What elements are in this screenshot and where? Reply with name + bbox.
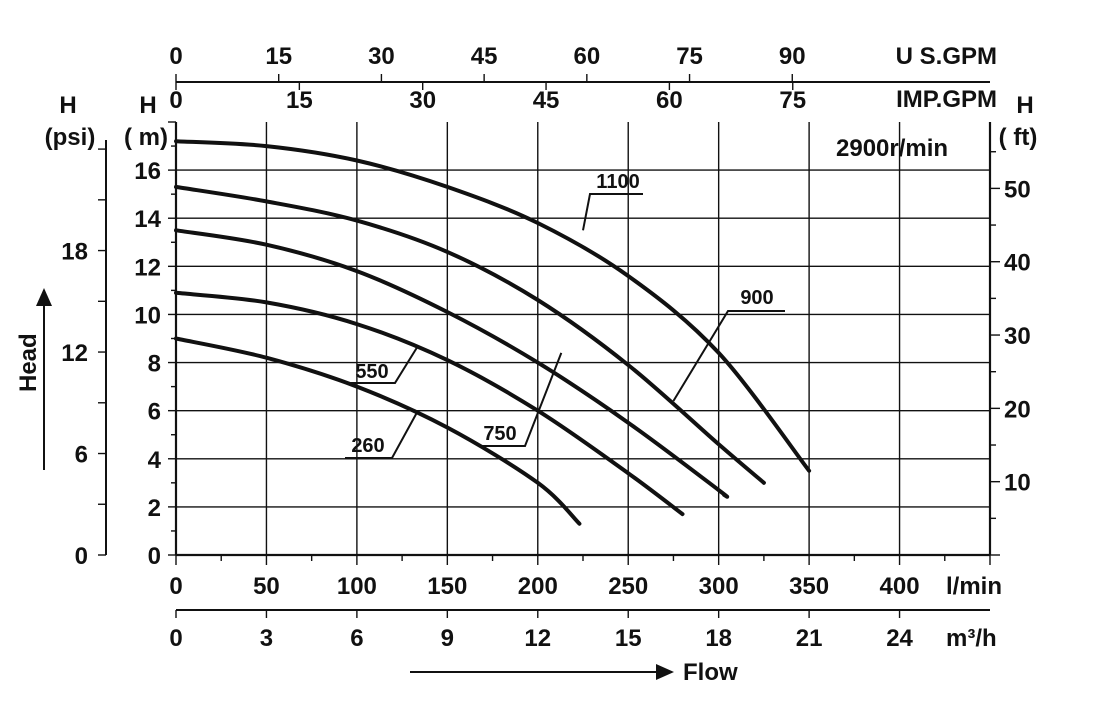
lmin-tick-label: 400 <box>880 573 920 600</box>
m-tick-label: 0 <box>148 543 161 570</box>
leader-line-260 <box>345 412 418 459</box>
m-tick-label: 2 <box>148 495 161 522</box>
leader-line-750 <box>478 352 563 447</box>
us-gpm-tick-label: 45 <box>471 43 498 70</box>
lmin-tick-label: 50 <box>253 573 280 600</box>
ft-tick-label: 10 <box>1004 470 1031 497</box>
m3h-tick-label: 21 <box>796 625 823 652</box>
lmin-tick-label: 200 <box>518 573 558 600</box>
m3h-tick-label: 9 <box>441 625 454 652</box>
leader-line-550 <box>350 347 418 384</box>
imp-gpm-tick-label: 75 <box>779 87 806 114</box>
imp-gpm-tick-label: 60 <box>656 87 683 114</box>
m3h-tick-label: 24 <box>886 625 913 652</box>
plot-frame <box>174 122 992 557</box>
flow-caption: Flow <box>683 659 738 686</box>
axis-ticks <box>168 121 991 565</box>
head-caption: Head <box>15 333 42 392</box>
lmin-tick-label: 150 <box>427 573 467 600</box>
us-gpm-tick-label: 75 <box>676 43 703 70</box>
m3h-tick-label: 6 <box>350 625 363 652</box>
leader-line-900 <box>672 310 785 402</box>
us-gpm-unit: U S.GPM <box>896 43 997 70</box>
m3h-unit: m³/h <box>946 625 997 652</box>
lmin-tick-label: 350 <box>789 573 829 600</box>
series-label-260: 260 <box>351 435 384 457</box>
m-tick-labels: 0 2 4 6 8 10 12 14 16 <box>134 158 161 570</box>
series-label-750: 750 <box>483 423 516 445</box>
series-curves <box>174 139 812 526</box>
imp-gpm-unit: IMP.GPM <box>896 86 997 113</box>
m-tick-label: 14 <box>134 206 161 233</box>
imp-gpm-tick-label: 15 <box>286 87 313 114</box>
us-gpm-tick-label: 90 <box>779 43 806 70</box>
psi-tick-label: 6 <box>75 442 88 469</box>
m3h-tick-label: 12 <box>524 625 551 652</box>
lmin-tick-labels: 0 50 100 150 200 250 300 350 400 <box>169 573 919 600</box>
us-gpm-tick-label: 15 <box>265 43 292 70</box>
ft-tick-label: 30 <box>1004 323 1031 350</box>
series-curve-550 <box>174 290 685 517</box>
m3h-tick-label: 3 <box>260 625 273 652</box>
grid <box>176 122 990 555</box>
lmin-tick-label: 100 <box>337 573 377 600</box>
psi-tick-labels: 0 6 12 18 <box>61 148 106 570</box>
series-leaders: 1100 900 750 550 260 <box>345 171 785 459</box>
ft-tick-label: 20 <box>1004 396 1031 423</box>
m3h-tick-label: 0 <box>169 625 182 652</box>
series-curve-900 <box>174 184 766 485</box>
m-axis-unit: ( m) <box>124 124 168 151</box>
imp-gpm-tick-label: 45 <box>533 87 560 114</box>
lmin-tick-label: 300 <box>699 573 739 600</box>
psi-axis-h: H <box>59 92 76 119</box>
psi-tick-label: 0 <box>75 543 88 570</box>
series-label-550: 550 <box>355 361 388 383</box>
series-curve-1100 <box>174 139 812 473</box>
m3h-tick-label: 15 <box>615 625 642 652</box>
lmin-tick-label: 0 <box>169 573 182 600</box>
m-tick-label: 8 <box>148 351 161 378</box>
m-tick-label: 16 <box>134 158 161 185</box>
ft-tick-label: 50 <box>1004 176 1031 203</box>
m-tick-label: 12 <box>134 254 161 281</box>
m3h-tick-label: 18 <box>705 625 732 652</box>
psi-tick-label: 12 <box>61 340 88 367</box>
series-curve-750 <box>174 228 730 499</box>
psi-tick-label: 18 <box>61 239 88 266</box>
series-label-900: 900 <box>740 287 773 309</box>
us-gpm-tick-label: 60 <box>573 43 600 70</box>
imp-gpm-tick-label: 0 <box>169 87 182 114</box>
ft-tick-label: 40 <box>1004 250 1031 277</box>
ft-tick-labels: 10 20 30 40 50 <box>990 151 1031 556</box>
leader-line-1100 <box>582 193 643 231</box>
imp-gpm-tick-label: 30 <box>409 87 436 114</box>
series-curve-260 <box>174 336 582 526</box>
m-tick-label: 6 <box>148 399 161 426</box>
lmin-unit: l/min <box>946 573 1002 600</box>
psi-axis-unit: (psi) <box>45 124 96 151</box>
m-tick-label: 10 <box>134 302 161 329</box>
series-label-1100: 1100 <box>596 171 639 193</box>
ft-axis-unit: ( ft) <box>999 124 1038 151</box>
ft-axis-h: H <box>1016 92 1033 119</box>
speed-label: 2900r/min <box>836 135 948 162</box>
lmin-tick-label: 250 <box>608 573 648 600</box>
m3h-tick-labels: 0 3 6 9 12 15 18 21 24 <box>169 610 914 652</box>
m-tick-label: 4 <box>148 447 162 474</box>
us-gpm-tick-label: 30 <box>368 43 395 70</box>
m-axis-h: H <box>139 92 156 119</box>
us-gpm-tick-label: 0 <box>169 43 182 70</box>
us-gpm-tick-labels: 0 15 30 45 60 75 90 <box>169 43 806 82</box>
imp-gpm-tick-labels: 0 15 30 45 60 75 <box>169 82 806 114</box>
